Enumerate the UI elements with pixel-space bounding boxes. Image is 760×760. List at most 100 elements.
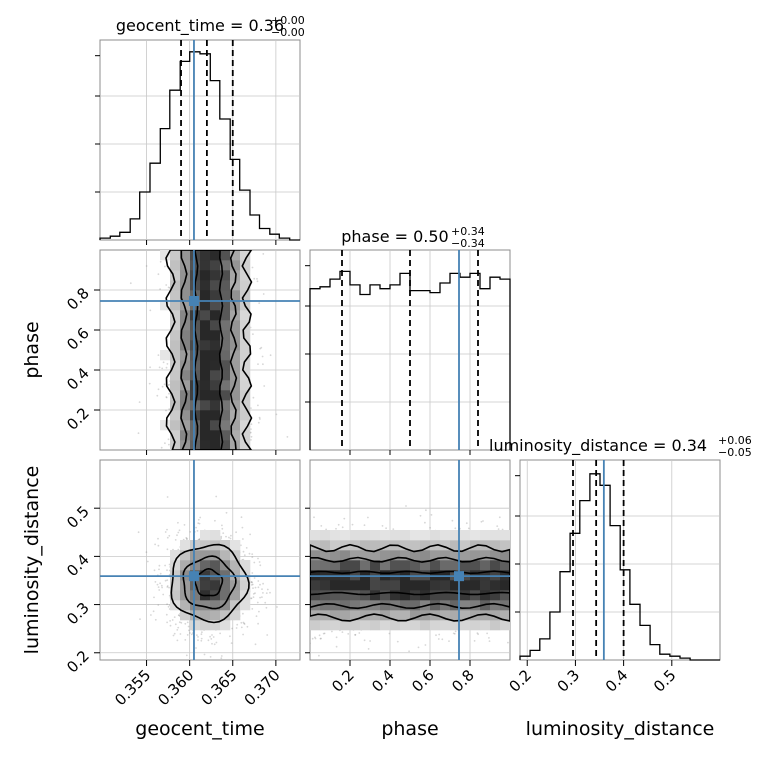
density-cell — [200, 250, 211, 261]
density-cell — [350, 560, 361, 571]
density-cell — [450, 560, 461, 571]
density-cell — [180, 360, 191, 371]
density-cell — [180, 280, 191, 291]
density-cell — [240, 360, 251, 371]
sample-point — [264, 601, 267, 604]
sample-point — [441, 638, 444, 641]
density-cell — [210, 550, 221, 561]
density-cell — [220, 370, 231, 381]
density-cell — [170, 400, 181, 411]
sample-point — [408, 650, 410, 653]
density-cell — [190, 260, 201, 271]
density-cell — [230, 290, 241, 301]
sample-point — [200, 637, 203, 640]
density-cell — [200, 560, 211, 571]
density-cell — [220, 550, 231, 561]
sample-point — [251, 556, 254, 558]
density-cell — [360, 570, 371, 581]
sample-point — [242, 621, 245, 624]
density-cell — [220, 400, 231, 411]
density-cell — [210, 310, 221, 321]
sample-point — [166, 585, 169, 587]
sample-point — [405, 505, 407, 507]
density-cell — [450, 610, 461, 621]
density-cell — [460, 600, 471, 611]
sample-point — [146, 560, 149, 563]
sample-point — [160, 584, 163, 587]
sample-point — [310, 642, 311, 645]
density-cell — [460, 610, 471, 621]
density-cell — [170, 580, 181, 591]
density-cell — [440, 610, 451, 621]
density-cell — [220, 330, 231, 341]
density-cell — [340, 590, 351, 601]
sample-point — [186, 634, 189, 636]
sample-point — [158, 564, 161, 567]
density-cell — [230, 320, 241, 331]
sample-point — [257, 622, 259, 625]
sample-point — [162, 593, 165, 596]
density-cell — [310, 580, 321, 591]
sample-point — [220, 657, 223, 660]
sample-point — [250, 581, 253, 583]
sample-point — [138, 401, 141, 403]
sample-point — [262, 253, 265, 255]
sample-point — [164, 265, 166, 268]
density-cell — [210, 570, 221, 581]
density-cell — [190, 430, 201, 441]
sample-point — [211, 642, 213, 645]
sample-point — [262, 363, 264, 366]
density-cell — [210, 280, 221, 291]
sample-point — [210, 638, 213, 640]
sample-point — [178, 529, 181, 532]
density-cell — [490, 590, 501, 601]
density-cell — [450, 550, 461, 561]
sample-point — [145, 551, 148, 553]
sample-point — [486, 632, 488, 635]
sample-point — [335, 527, 337, 530]
density-cell — [210, 600, 221, 611]
density-cell — [200, 430, 211, 441]
sample-point — [240, 626, 243, 629]
density-cell — [400, 610, 411, 621]
density-cell — [310, 590, 321, 601]
sample-point — [246, 625, 249, 628]
density-cell — [310, 560, 321, 571]
density-cell — [470, 560, 481, 571]
density-cell — [410, 610, 421, 621]
density-cell — [210, 320, 221, 331]
density-cell — [170, 390, 181, 401]
sample-point — [320, 525, 323, 527]
sample-point — [200, 633, 203, 636]
sample-point — [166, 621, 169, 624]
sample-point — [221, 527, 224, 530]
contour-level-1 — [310, 570, 510, 596]
sample-point — [213, 643, 216, 646]
sample-point — [263, 385, 266, 387]
sample-point — [254, 586, 257, 589]
sample-point — [250, 428, 252, 430]
density-cell — [200, 320, 211, 331]
density-cell — [400, 560, 411, 571]
sample-point — [252, 596, 255, 598]
density-cell — [170, 300, 181, 311]
density-cell — [230, 340, 241, 351]
density-cell — [400, 620, 411, 631]
density-cell — [170, 410, 181, 421]
density-cell — [390, 530, 401, 541]
density-cell — [230, 430, 241, 441]
density-cell — [320, 540, 331, 551]
density-phase-vs-geocent_time — [160, 250, 251, 450]
density-cell — [360, 540, 371, 551]
density-cell — [240, 580, 251, 591]
sample-point — [161, 586, 164, 589]
density-cell — [450, 620, 461, 631]
density-cell — [440, 530, 451, 541]
sample-point — [477, 633, 479, 636]
sample-point — [177, 614, 180, 616]
contour-level-2 — [182, 555, 237, 610]
sample-point — [186, 537, 188, 540]
sample-point — [145, 265, 148, 267]
density-cell — [170, 260, 181, 271]
sample-point — [259, 583, 261, 586]
